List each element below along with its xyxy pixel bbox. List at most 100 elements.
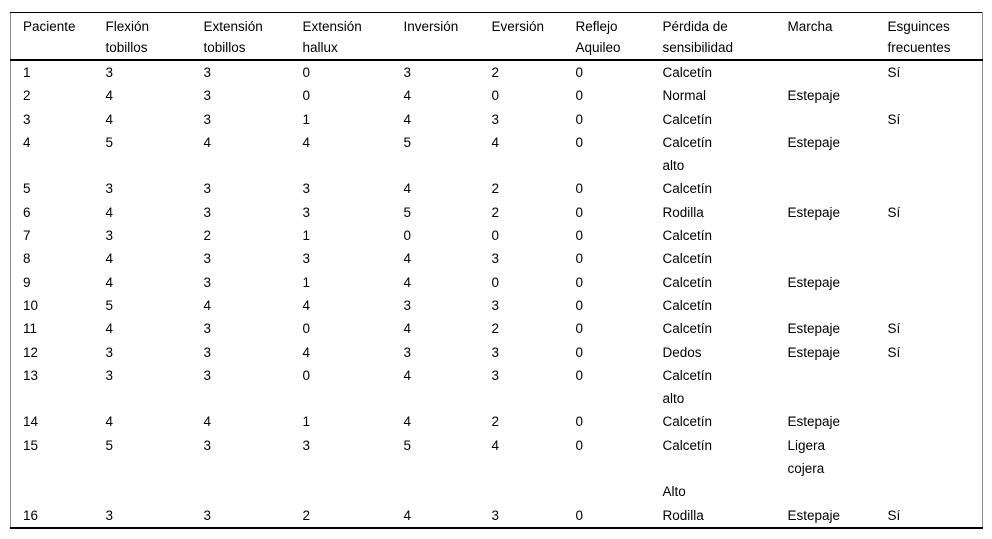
cell-paciente: 14 [23,414,39,430]
cell-esguinces-frecuentes: Sí [887,204,901,220]
cell-paciente: 8 [23,251,31,267]
cell-reflejo-aquileo: 0 [575,228,584,244]
table-head: Paciente Flexión tobillos Extensión tobill… [10,12,983,61]
column-header-inversion: Inversión [391,12,480,61]
patients-table: Paciente Flexión tobillos Extensión tobill… [10,12,983,529]
cell-flexion-tobillos: 4 [105,321,114,337]
cell-reflejo-aquileo: 0 [575,111,584,127]
cell-extension-tobillos: 3 [203,507,212,523]
cell-flexion-tobillos: 4 [105,204,114,220]
cell-esguinces-frecuentes [876,224,983,247]
cell-flexion-tobillos: 4 [105,274,114,290]
cell-paciente: 6 [23,204,31,220]
cell-marcha [776,247,876,270]
cell-inversion: 4 [403,274,412,290]
cell-extension-hallux: 1 [302,274,311,290]
cell-marcha: Estepaje [787,507,841,523]
cell-marcha: Estepaje [787,274,841,290]
cell-extension-hallux: 4 [302,344,311,360]
cell-esguinces-frecuentes [876,294,983,317]
cell-paciente: 1 [23,65,31,80]
cell-esguinces-frecuentes: Sí [887,507,901,523]
cell-flexion-tobillos: 3 [105,181,114,197]
cell-inversion: 4 [403,321,412,337]
cell-eversion: 3 [491,111,500,127]
table-row: 7 3 2 1 0 0 0 Calcetín [11,224,983,247]
cell-reflejo-aquileo: 0 [575,181,584,197]
cell-flexion-tobillos: 3 [105,507,114,523]
cell-paciente: 9 [23,274,31,290]
cell-perdida-sensibilidad: Normal [662,88,707,104]
table-row: 5 3 3 3 4 2 0 Calcetín [11,177,983,200]
cell-eversion: 3 [491,297,500,313]
cell-inversion: 4 [403,367,412,383]
cell-paciente: 5 [23,181,31,197]
cell-marcha [776,177,876,200]
cell-esguinces-frecuentes [876,364,983,411]
column-header-eversion: Eversión [479,12,564,61]
cell-perdida-sensibilidad: Calcetín alto [662,134,713,174]
table-body: 1 3 3 0 3 2 0 Calcetín Sí 2 4 3 0 4 0 0 Normal Estepaje 3 4… [11,60,983,528]
table-row: 11 4 3 0 4 2 0 Calcetín Estepaje Sí [11,317,983,340]
cell-esguinces-frecuentes: Sí [887,321,901,337]
table-row: 3 4 3 1 4 3 0 Calcetín Sí [11,108,983,131]
cell-paciente: 4 [23,134,31,150]
table-row: 4 5 4 4 5 4 0 Calcetín alto Estepaje [11,131,983,178]
table-row: 14 4 4 1 4 2 0 Calcetín Estepaje [11,410,983,433]
cell-eversion: 2 [491,204,500,220]
column-header-perdida-sensibilidad: Pérdida de sensibilidad [650,12,776,61]
cell-perdida-sensibilidad: Calcetín [662,65,713,80]
cell-reflejo-aquileo: 0 [575,321,584,337]
cell-extension-tobillos: 4 [203,297,212,313]
cell-extension-hallux: 1 [302,111,311,127]
cell-extension-hallux: 4 [302,134,311,150]
cell-eversion: 2 [491,414,500,430]
cell-eversion: 3 [491,344,500,360]
cell-extension-tobillos: 3 [203,181,212,197]
cell-eversion: 3 [491,507,500,523]
cell-reflejo-aquileo: 0 [575,134,584,150]
cell-perdida-sensibilidad: Calcetín Alto [662,437,713,500]
cell-perdida-sensibilidad: Calcetín [662,321,713,337]
column-header-marcha: Marcha [775,12,876,61]
column-header-paciente: Paciente [10,12,94,61]
cell-esguinces-frecuentes [876,410,983,433]
cell-flexion-tobillos: 5 [105,437,114,453]
cell-extension-hallux: 3 [302,251,311,267]
cell-paciente: 7 [23,228,31,244]
cell-extension-hallux: 0 [302,321,311,337]
cell-inversion: 4 [403,181,412,197]
cell-extension-hallux: 4 [302,297,311,313]
cell-marcha [776,294,876,317]
cell-esguinces-frecuentes [876,247,983,270]
table-row: 8 4 3 3 4 3 0 Calcetín [11,247,983,270]
cell-extension-tobillos: 3 [203,111,212,127]
table-row: 1 3 3 0 3 2 0 Calcetín Sí [11,60,983,84]
cell-paciente: 12 [23,344,39,360]
cell-paciente: 11 [23,321,38,337]
cell-esguinces-frecuentes [876,271,983,294]
cell-inversion: 3 [403,297,412,313]
cell-perdida-sensibilidad: Calcetín [662,251,713,267]
cell-paciente: 3 [23,111,31,127]
cell-marcha: Estepaje [787,88,841,104]
cell-flexion-tobillos: 3 [105,344,114,360]
cell-inversion: 3 [403,344,412,360]
cell-esguinces-frecuentes [876,131,983,178]
cell-flexion-tobillos: 4 [105,251,114,267]
cell-flexion-tobillos: 3 [105,228,114,244]
cell-extension-tobillos: 3 [203,344,212,360]
cell-perdida-sensibilidad: Calcetín [662,228,713,244]
column-header-extension-hallux: Extensión hallux [290,12,392,61]
cell-eversion: 0 [491,274,500,290]
cell-marcha: Ligera cojera [787,437,826,477]
table-row: 9 4 3 1 4 0 0 Calcetín Estepaje [11,271,983,294]
cell-eversion: 2 [491,65,500,80]
cell-reflejo-aquileo: 0 [575,204,584,220]
cell-reflejo-aquileo: 0 [575,414,584,430]
cell-reflejo-aquileo: 0 [575,437,584,453]
cell-marcha: Estepaje [787,344,841,360]
cell-perdida-sensibilidad: Calcetín [662,181,713,197]
cell-extension-tobillos: 3 [203,204,212,220]
